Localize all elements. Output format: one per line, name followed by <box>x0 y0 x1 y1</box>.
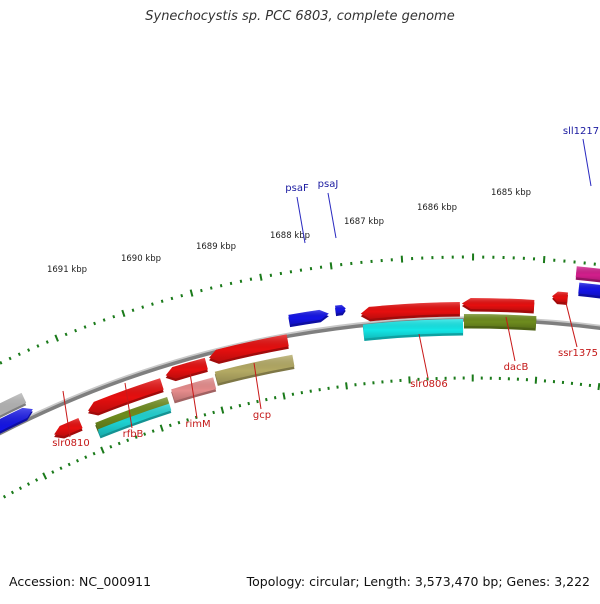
inner-ruler-minor-tick <box>110 445 111 448</box>
inner-ruler-minor-tick <box>293 393 294 396</box>
inner-ruler-major-tick <box>43 473 46 479</box>
inner-ruler-minor-tick <box>231 406 232 409</box>
ruler-tick-label: 1689 kbp <box>196 242 236 252</box>
inner-ruler-major-tick <box>161 425 163 432</box>
rimM-label: rimM <box>185 419 210 430</box>
inner-ruler-minor-tick <box>85 456 86 459</box>
inner-ruler-minor-tick <box>12 491 13 494</box>
inner-ruler-minor-tick <box>205 413 206 416</box>
inner-ruler-minor-tick <box>52 471 53 474</box>
sll1217-gene <box>578 283 600 300</box>
inner-ruler-minor-tick <box>144 433 145 436</box>
outer-ruler-minor-tick <box>152 303 153 306</box>
inner-ruler-minor-tick <box>257 400 258 403</box>
outer-ruler-minor-tick <box>162 300 163 303</box>
outer-ruler-minor-tick <box>211 287 212 290</box>
inner-ruler-minor-tick <box>69 463 70 466</box>
outer-ruler-minor-tick <box>19 353 20 356</box>
inner-ruler-minor-tick <box>94 452 95 455</box>
inner-ruler-minor-tick <box>248 402 249 405</box>
psaF-gene <box>288 310 328 327</box>
outer-ruler-minor-tick <box>47 341 48 344</box>
inner-ruler-minor-tick <box>266 398 267 401</box>
outer-ruler-minor-tick <box>66 333 67 336</box>
outer-ruler-major-tick <box>331 262 332 269</box>
genome-summary-text: Topology: circular; Length: 3,573,470 bp… <box>247 574 590 589</box>
outer-ruler-minor-tick <box>251 278 252 281</box>
rfbB-label: rfbB <box>123 429 144 440</box>
ruler-tick-label: 1687 kbp <box>344 217 384 227</box>
inner-ruler-minor-tick <box>77 459 78 462</box>
outer-ruler-minor-tick <box>0 361 1 364</box>
inner-ruler-major-tick <box>283 393 284 400</box>
outer-ruler-minor-tick <box>221 284 222 287</box>
inner-ruler-major-tick <box>598 383 599 390</box>
outer-ruler-minor-tick <box>75 329 76 332</box>
ruler-tick-label: 1690 kbp <box>121 254 161 264</box>
outer-ruler-major-tick <box>122 310 124 317</box>
outer-ruler-minor-tick <box>201 289 202 292</box>
inner-ruler-minor-tick <box>170 424 171 427</box>
inner-ruler-minor-tick <box>178 421 179 424</box>
inner-ruler-minor-tick <box>119 442 120 445</box>
outer-ruler-major-tick <box>260 274 261 281</box>
inner-ruler-minor-tick <box>240 404 241 407</box>
dacB-olive-feature <box>464 314 536 331</box>
inner-ruler-major-tick <box>346 382 347 389</box>
outer-ruler-minor-tick <box>172 297 173 300</box>
ruler-tick-label: 1691 kbp <box>47 265 87 275</box>
inner-ruler-minor-tick <box>153 430 154 433</box>
ssr1375-gene <box>552 292 568 305</box>
dacB-olive-feature-highlight <box>464 314 536 328</box>
outer-ruler-minor-tick <box>37 345 38 348</box>
outer-ruler-minor-tick <box>9 357 10 360</box>
outer-ruler-minor-tick <box>28 349 29 352</box>
outer-ruler-minor-tick <box>181 294 182 297</box>
psaJ-gene <box>335 305 346 316</box>
backbone-line <box>0 320 600 455</box>
ruler-tick-label: 1686 kbp <box>417 203 457 213</box>
gcp-label: gcp <box>253 410 271 421</box>
inner-ruler-minor-tick <box>20 487 21 490</box>
map-title: Synechocystis sp. PCC 6803, complete gen… <box>0 9 600 24</box>
slr0810-label: slr0810 <box>52 438 90 449</box>
outer-ruler-minor-tick <box>94 322 95 325</box>
outer-ruler-minor-tick <box>142 306 143 309</box>
inner-ruler-minor-tick <box>275 396 276 399</box>
outer-ruler-minor-tick <box>281 272 282 275</box>
sll1217-label-line <box>583 139 591 186</box>
outer-ruler-minor-tick <box>104 319 105 322</box>
sll1217-label: sll1217 <box>563 126 599 137</box>
outer-ruler-minor-tick <box>133 309 134 312</box>
outer-ruler-minor-tick <box>271 274 272 277</box>
inner-ruler-minor-tick <box>213 411 214 414</box>
psaJ-label-line <box>328 193 336 238</box>
inner-ruler-minor-tick <box>28 483 29 486</box>
magenta-feature <box>576 266 600 284</box>
outer-ruler-major-tick <box>191 290 193 297</box>
accession-text: Accession: NC_000911 <box>9 574 151 589</box>
slr0806-label-line <box>419 334 428 378</box>
dacB-gene <box>462 298 534 313</box>
dacB-label: dacB <box>504 362 529 373</box>
inner-ruler-minor-tick <box>36 479 37 482</box>
ssr1375-label: ssr1375 <box>558 348 598 359</box>
outer-ruler-minor-tick <box>241 280 242 283</box>
ruler-tick-label: 1685 kbp <box>491 188 531 198</box>
slr0806-label: slr0806 <box>410 379 448 390</box>
outer-ruler-minor-tick <box>231 282 232 285</box>
psaJ-label: psaJ <box>318 179 339 190</box>
psaF-label: psaF <box>285 183 309 194</box>
outer-ruler-major-tick <box>55 335 58 341</box>
inner-ruler-minor-tick <box>302 391 303 394</box>
outer-ruler-minor-tick <box>85 326 86 329</box>
outer-ruler-minor-tick <box>113 315 114 318</box>
inner-ruler-major-tick <box>221 407 223 414</box>
inner-ruler-minor-tick <box>60 467 61 470</box>
inner-ruler-major-tick <box>101 447 104 453</box>
inner-ruler-minor-tick <box>4 495 5 498</box>
